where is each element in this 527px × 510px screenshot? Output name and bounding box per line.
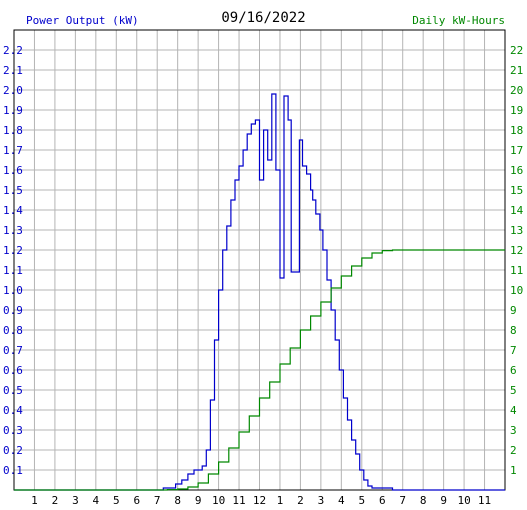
- y-left-tick-label: 1.6: [3, 164, 23, 177]
- y-left-tick-label: 1.7: [3, 144, 23, 157]
- daily-kwh-line: [14, 249, 505, 491]
- power-output-line: [14, 93, 505, 491]
- y-left-tick-label: 0.4: [3, 404, 23, 417]
- left-axis-title: Power Output (kW): [26, 14, 139, 27]
- y-right-tick-label: 8: [510, 324, 517, 337]
- x-tick-label: 2: [52, 494, 59, 507]
- x-tick-label: 6: [133, 494, 140, 507]
- y-right-tick-label: 14: [510, 204, 524, 217]
- y-right-tick-label: 1: [510, 464, 517, 477]
- y-right-tick-label: 22: [510, 44, 523, 57]
- y-left-tick-label: 1.8: [3, 124, 23, 137]
- y-right-tick-label: 13: [510, 224, 523, 237]
- x-tick-label: 1: [31, 494, 38, 507]
- y-left-tick-label: 2.2: [3, 44, 23, 57]
- x-tick-label: 8: [174, 494, 181, 507]
- x-tick-label: 5: [358, 494, 365, 507]
- y-right-tick-label: 4: [510, 404, 517, 417]
- y-right-tick-label: 10: [510, 284, 523, 297]
- y-left-tick-label: 0.8: [3, 324, 23, 337]
- y-left-tick-label: 1.1: [3, 264, 23, 277]
- y-left-tick-label: 0.5: [3, 384, 23, 397]
- x-tick-label: 4: [338, 494, 345, 507]
- x-tick-label: 3: [318, 494, 325, 507]
- y-right-tick-label: 3: [510, 424, 517, 437]
- y-right-tick-label: 11: [510, 264, 523, 277]
- y-left-tick-label: 0.3: [3, 424, 23, 437]
- x-tick-label: 10: [457, 494, 470, 507]
- x-tick-label: 9: [195, 494, 202, 507]
- y-right-tick-label: 2: [510, 444, 517, 457]
- x-tick-label: 11: [478, 494, 491, 507]
- y-left-tick-label: 1.2: [3, 244, 23, 257]
- chart-title: 09/16/2022: [221, 10, 306, 26]
- y-left-tick-label: 1.4: [3, 204, 23, 217]
- x-tick-label: 6: [379, 494, 386, 507]
- x-tick-label: 3: [72, 494, 79, 507]
- x-tick-label: 7: [399, 494, 406, 507]
- x-tick-label: 12: [253, 494, 266, 507]
- x-tick-label: 11: [232, 494, 245, 507]
- y-left-tick-label: 2.0: [3, 84, 23, 97]
- y-right-tick-label: 9: [510, 304, 517, 317]
- x-tick-label: 5: [113, 494, 120, 507]
- x-tick-label: 1: [277, 494, 284, 507]
- y-left-tick-label: 0.7: [3, 344, 23, 357]
- y-right-tick-label: 5: [510, 384, 517, 397]
- right-axis-title: Daily kW-Hours: [412, 14, 505, 27]
- x-tick-label: 7: [154, 494, 161, 507]
- y-left-tick-label: 0.9: [3, 304, 23, 317]
- y-left-tick-label: 1.5: [3, 184, 23, 197]
- y-right-tick-label: 19: [510, 104, 523, 117]
- x-tick-label: 9: [440, 494, 447, 507]
- y-left-tick-label: 0.1: [3, 464, 23, 477]
- y-right-tick-label: 21: [510, 64, 523, 77]
- y-left-tick-label: 1.3: [3, 224, 23, 237]
- x-tick-label: 4: [93, 494, 100, 507]
- x-tick-label: 10: [212, 494, 225, 507]
- y-right-tick-label: 12: [510, 244, 523, 257]
- y-left-tick-label: 0.6: [3, 364, 23, 377]
- y-left-tick-label: 0.2: [3, 444, 23, 457]
- y-left-tick-label: 1.9: [3, 104, 23, 117]
- y-right-tick-label: 6: [510, 364, 517, 377]
- x-tick-label: 8: [420, 494, 427, 507]
- x-tick-label: 2: [297, 494, 304, 507]
- y-right-tick-label: 15: [510, 184, 523, 197]
- y-right-tick-label: 20: [510, 84, 523, 97]
- y-right-tick-label: 7: [510, 344, 517, 357]
- y-right-tick-label: 17: [510, 144, 523, 157]
- y-left-tick-label: 1.0: [3, 284, 23, 297]
- y-left-tick-label: 2.1: [3, 64, 23, 77]
- plot-border: [13, 29, 506, 491]
- y-right-tick-label: 16: [510, 164, 523, 177]
- y-right-tick-label: 18: [510, 124, 523, 137]
